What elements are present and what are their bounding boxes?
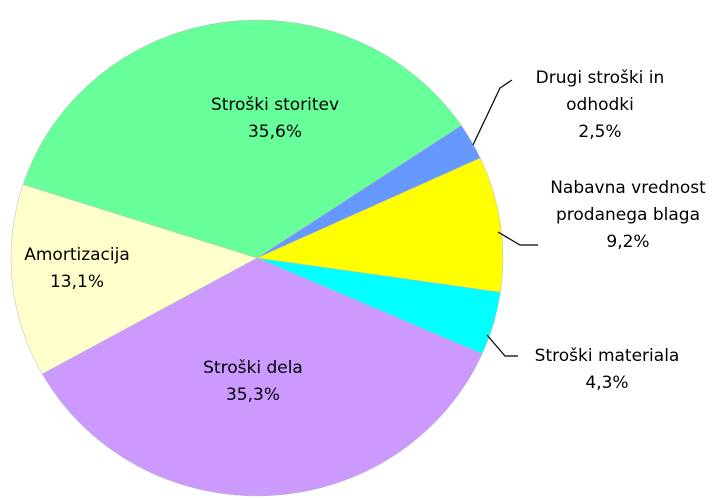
category-name: Drugi stroški in odhodki [535,68,665,115]
value-label: 13,1% [49,272,104,292]
pie-slice [22,19,462,259]
category-name: Stroški storitev [210,95,340,115]
slice-label: Drugi stroški in odhodki 2,5% [513,65,688,146]
slice-label: Stroški materiala 4,3% [507,343,707,397]
slice-label: Stroški storitev 35,6% [175,92,375,146]
value-label: 9,2% [606,232,650,252]
slice-label: Stroški dela 35,3% [153,355,353,409]
category-name: Stroški materiala [534,346,680,366]
pie-slice [10,184,258,375]
category-name: Nabavna vrednost prodanega blaga [550,178,706,225]
slice-label: Nabavna vrednost prodanega blaga 9,2% [548,175,708,256]
slice-label: Amortizacija 13,1% [12,242,142,296]
leader-line [472,79,513,146]
value-label: 4,3% [585,373,629,393]
value-label: 35,6% [247,122,302,142]
value-label: 35,3% [225,385,280,405]
pie-slice [41,257,483,497]
category-name: Amortizacija [24,245,130,265]
pie-slice [256,157,504,293]
leader-line [486,334,518,357]
leader-line [497,231,538,246]
value-label: 2,5% [578,122,622,142]
category-name: Stroški dela [203,358,303,378]
